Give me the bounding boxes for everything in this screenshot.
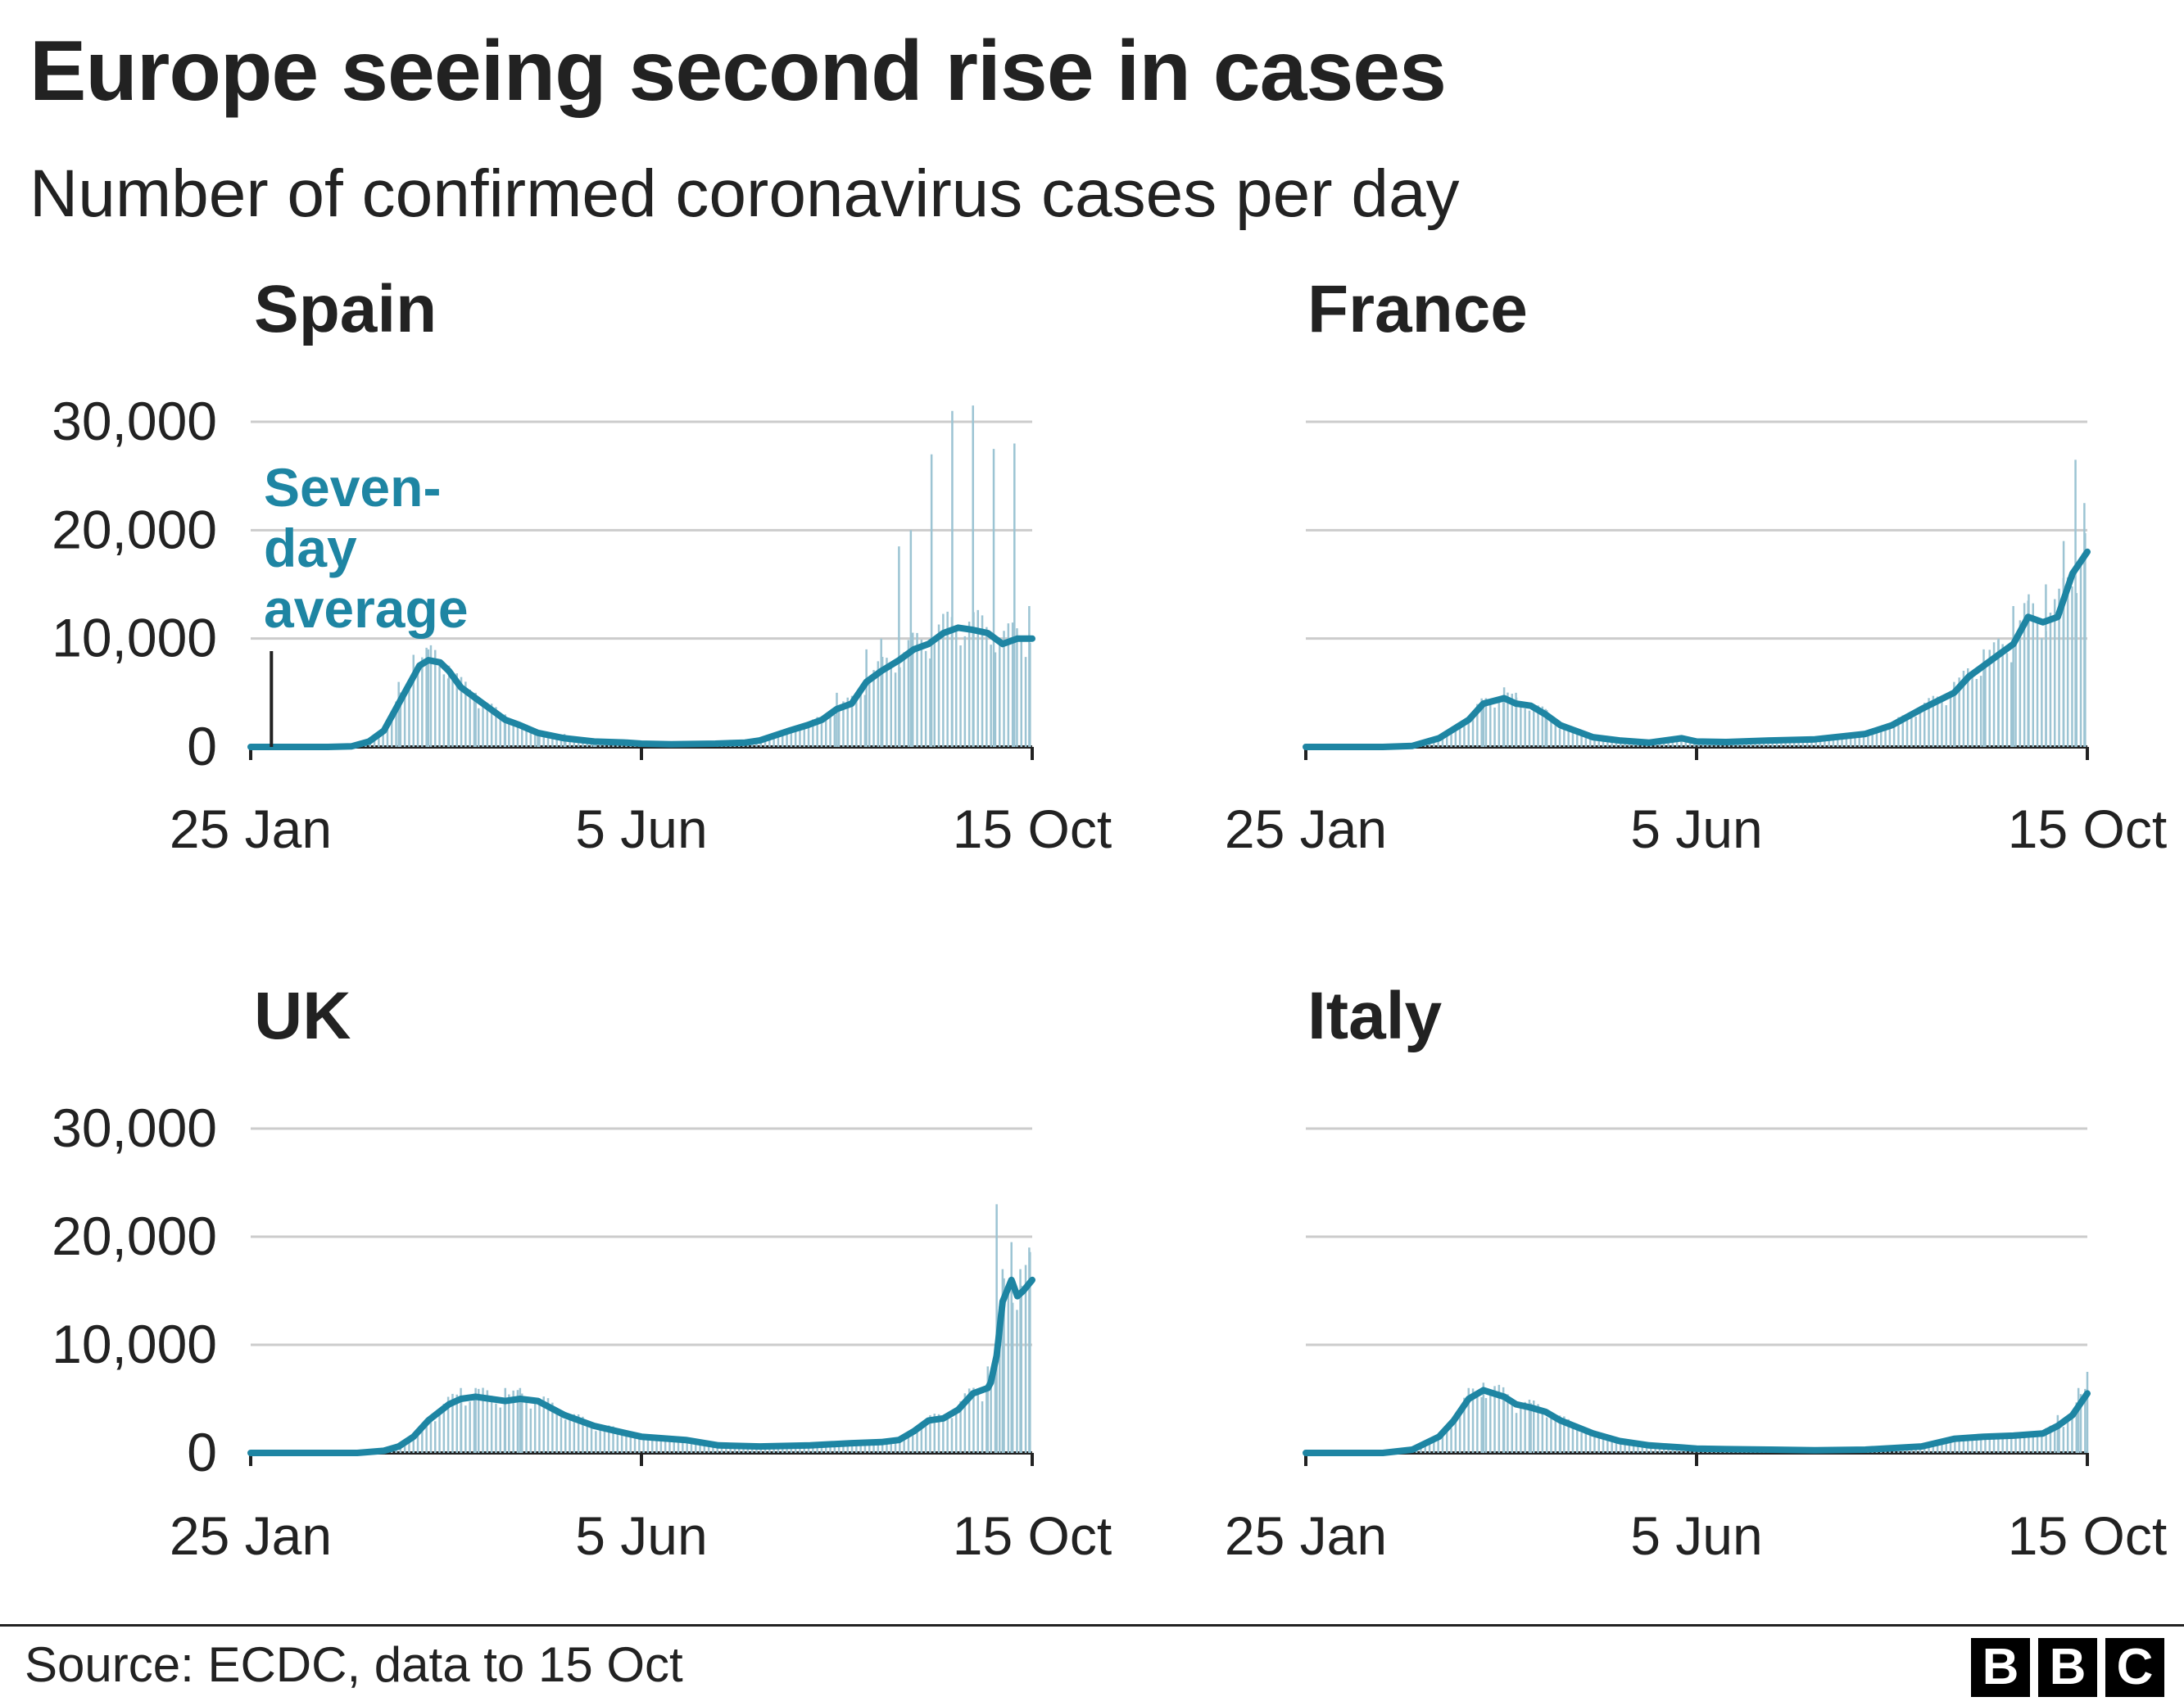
y-tick-label: 0 <box>187 1422 217 1482</box>
x-tick-label: 5 Jun <box>575 799 707 859</box>
x-tick-label: 15 Oct <box>953 1505 1112 1566</box>
logo-letter: C <box>2105 1638 2164 1697</box>
x-tick-label: 15 Oct <box>2008 1505 2167 1566</box>
panel-title-france: France <box>1307 272 1528 346</box>
annotation-label: day <box>264 518 357 578</box>
x-tick-label: 5 Jun <box>1630 1505 1762 1566</box>
logo-letter: B <box>1971 1638 2030 1697</box>
y-tick-label: 20,000 <box>52 499 217 559</box>
y-tick-label: 30,000 <box>52 391 217 451</box>
annotation-label: average <box>264 578 469 639</box>
panel-title-spain: Spain <box>254 272 437 346</box>
footer-divider <box>0 1624 2184 1627</box>
logo-letter: B <box>2038 1638 2097 1697</box>
x-tick-label: 25 Jan <box>170 1505 332 1566</box>
seven-day-average-line <box>247 1276 1035 1456</box>
source-note: Source: ECDC, data to 15 Oct <box>25 1637 683 1692</box>
x-tick-label: 25 Jan <box>1225 1505 1387 1566</box>
x-tick-label: 15 Oct <box>2008 799 2167 859</box>
chart-subtitle: Number of confirmed coronavirus cases pe… <box>29 156 1460 231</box>
seven-day-average-line <box>1303 548 2091 750</box>
x-tick-label: 15 Oct <box>953 799 1112 859</box>
seven-day-average-line <box>1303 1387 2091 1456</box>
y-tick-label: 30,000 <box>52 1097 217 1158</box>
x-tick-label: 25 Jan <box>1225 799 1387 859</box>
chart-title: Europe seeing second rise in cases <box>29 24 1447 119</box>
y-tick-label: 10,000 <box>52 608 217 668</box>
panel-title-uk: UK <box>254 979 351 1053</box>
y-tick-label: 20,000 <box>52 1206 217 1266</box>
bbc-logo: B B C <box>1971 1638 2164 1697</box>
x-tick-label: 5 Jun <box>575 1505 707 1566</box>
y-tick-label: 10,000 <box>52 1314 217 1374</box>
small-multiples-svg: Spain 0 10,000 20,000 30,000 25 Jan 5 Jun 15 Oc… <box>52 272 2167 1566</box>
x-tick-label: 5 Jun <box>1630 799 1762 859</box>
x-tick-label: 25 Jan <box>170 799 332 859</box>
panel-title-italy: Italy <box>1307 979 1442 1053</box>
annotation-label: Seven- <box>264 457 441 518</box>
y-tick-label: 0 <box>187 716 217 776</box>
seven-day-average-line <box>247 624 1035 750</box>
